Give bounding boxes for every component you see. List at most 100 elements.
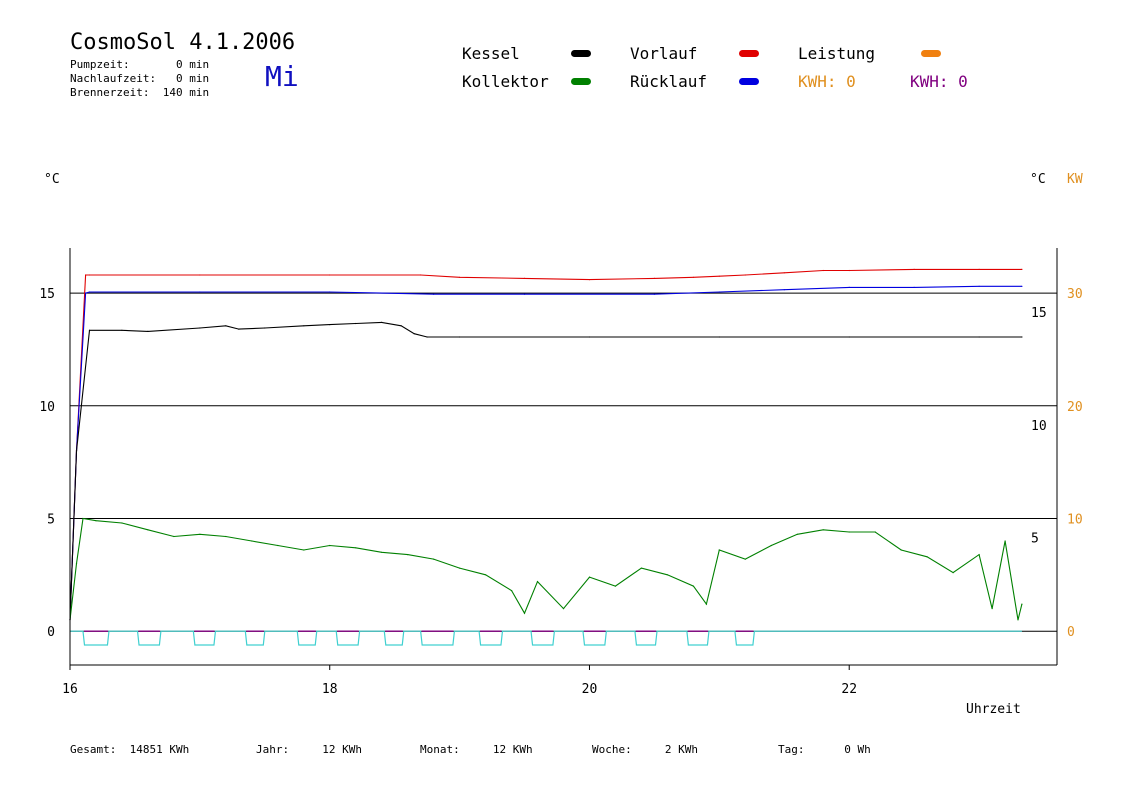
point-kessel-21 xyxy=(1021,336,1023,338)
point-kollektor-2 xyxy=(82,517,84,520)
point-kollektor-11 xyxy=(303,549,305,551)
kwh-left-value: KWH: 0 xyxy=(798,72,856,91)
point-kollektor-26 xyxy=(666,574,669,576)
legend-kessel-swatch xyxy=(571,50,591,57)
point-kessel-4 xyxy=(147,330,149,332)
y-right-kw-tick-label-10: 10 xyxy=(1067,512,1083,527)
point-kollektor-14 xyxy=(381,551,383,553)
month-energy: Monat: 12 KWh xyxy=(420,743,533,756)
legend-vorlauf-label: Vorlauf xyxy=(630,44,698,63)
series-line-ruecklauf xyxy=(69,285,1022,620)
point-kollektor-9 xyxy=(251,540,253,542)
y-right-c-tick-label-15: 15 xyxy=(1031,306,1047,321)
series-line-kollektor xyxy=(69,517,1023,621)
point-vorlauf-2 xyxy=(85,274,87,276)
point-kollektor-18 xyxy=(485,574,487,576)
point-kessel-9 xyxy=(303,325,305,327)
point-kollektor-22 xyxy=(562,608,565,610)
day-energy: Tag: 0 Wh xyxy=(778,743,871,756)
legend-leistung-swatch xyxy=(921,50,941,57)
point-kessel-20 xyxy=(978,336,980,338)
point-kollektor-38 xyxy=(952,572,954,574)
point-ruecklauf-14 xyxy=(1021,285,1023,287)
point-kollektor-20 xyxy=(523,612,526,614)
y-right-c-tick-label-5: 5 xyxy=(1031,531,1039,546)
x-tick-label-22: 22 xyxy=(841,682,857,697)
y-right-c-tick-label-10: 10 xyxy=(1031,419,1047,434)
point-vorlauf-6 xyxy=(420,274,422,276)
point-ruecklauf-7 xyxy=(523,293,526,295)
point-ruecklauf-6 xyxy=(433,293,435,295)
point-kollektor-24 xyxy=(614,585,617,587)
pump-cycle-line xyxy=(70,630,1022,646)
point-vorlauf-17 xyxy=(913,268,915,270)
point-kessel-15 xyxy=(426,336,428,338)
legend-ruecklauf-swatch xyxy=(739,78,759,85)
point-kessel-19 xyxy=(848,336,850,338)
point-kollektor-28 xyxy=(705,603,708,605)
point-kessel-12 xyxy=(381,321,383,323)
point-kollektor-34 xyxy=(848,531,850,533)
point-kessel-7 xyxy=(238,328,240,330)
x-axis-label: Uhrzeit xyxy=(966,702,1021,717)
legend-leistung-label: Leistung xyxy=(798,44,876,63)
point-kollektor-43 xyxy=(1021,603,1023,605)
point-vorlauf-10 xyxy=(653,277,656,279)
point-vorlauf-8 xyxy=(523,277,526,279)
point-vorlauf-15 xyxy=(822,269,824,272)
legend-vorlauf-swatch xyxy=(739,50,759,57)
point-ruecklauf-9 xyxy=(718,291,720,293)
legend-kessel-label: Kessel xyxy=(462,44,520,63)
point-kollektor-13 xyxy=(355,547,357,549)
y-left-tick-label-10: 10 xyxy=(39,400,55,415)
point-kollektor-19 xyxy=(511,590,513,592)
point-kollektor-8 xyxy=(225,535,227,538)
point-kollektor-27 xyxy=(692,585,695,587)
x-tick-label-20: 20 xyxy=(582,682,598,697)
series-line-kessel xyxy=(69,321,1022,620)
point-kollektor-16 xyxy=(433,558,435,560)
point-kollektor-39 xyxy=(978,554,980,556)
x-tick-label-18: 18 xyxy=(322,682,338,697)
point-ruecklauf-11 xyxy=(848,286,850,288)
point-ruecklauf-4 xyxy=(199,291,201,293)
point-kollektor-33 xyxy=(822,529,824,531)
point-kessel-11 xyxy=(355,322,357,325)
point-vorlauf-12 xyxy=(718,275,720,277)
point-vorlauf-5 xyxy=(329,274,331,276)
point-kessel-5 xyxy=(199,327,201,329)
point-kollektor-37 xyxy=(926,556,928,558)
point-kessel-13 xyxy=(400,325,402,327)
point-kessel-10 xyxy=(329,324,331,326)
point-kollektor-29 xyxy=(718,549,720,551)
point-vorlauf-4 xyxy=(199,274,201,276)
point-kollektor-6 xyxy=(173,535,175,538)
point-vorlauf-16 xyxy=(848,269,850,272)
point-ruecklauf-12 xyxy=(913,286,915,288)
x-tick-label-16: 16 xyxy=(62,682,78,697)
y-left-tick-label-0: 0 xyxy=(47,625,55,640)
point-kollektor-1 xyxy=(75,563,78,565)
point-vorlauf-13 xyxy=(744,274,746,276)
point-vorlauf-14 xyxy=(783,272,785,274)
legend-kollektor-label: Kollektor xyxy=(462,72,549,91)
y-right-unit-kw: KW xyxy=(1067,172,1083,187)
point-kessel-2 xyxy=(88,329,91,331)
point-kollektor-35 xyxy=(874,531,876,533)
point-kessel-16 xyxy=(459,336,461,338)
y-right-unit-c: °C xyxy=(1030,172,1046,187)
point-kollektor-3 xyxy=(95,520,97,522)
point-kollektor-23 xyxy=(588,576,591,578)
point-kessel-6 xyxy=(225,325,227,327)
total-energy: Gesamt: 14851 KWh xyxy=(70,743,190,756)
pumpzeit-label: Pumpzeit: 0 min xyxy=(70,58,210,71)
y-right-kw-tick-label-0: 0 xyxy=(1067,625,1075,640)
kwh-right-value: KWH: 0 xyxy=(910,72,968,91)
point-ruecklauf-3 xyxy=(88,291,91,293)
point-kollektor-31 xyxy=(770,544,772,547)
point-kollektor-40 xyxy=(991,608,993,610)
legend-kollektor-swatch xyxy=(571,78,591,85)
point-kollektor-21 xyxy=(536,581,539,583)
point-kollektor-4 xyxy=(121,522,123,524)
